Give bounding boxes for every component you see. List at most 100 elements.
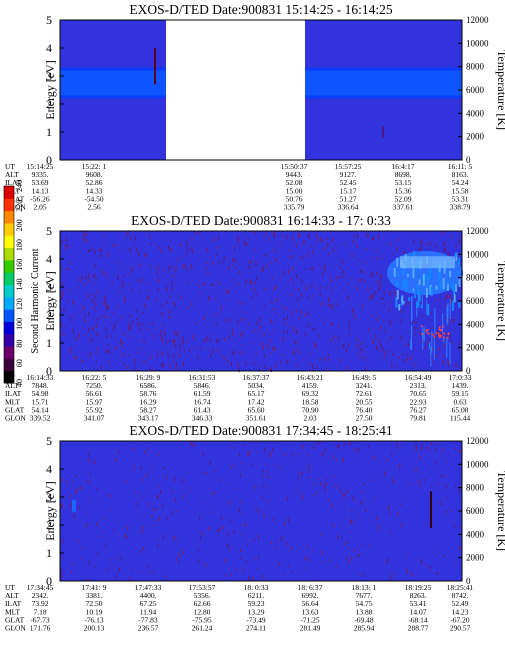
- speckle: [445, 510, 447, 514]
- enhanced-cell: [402, 279, 405, 286]
- speckle: [275, 363, 277, 368]
- speckle: [361, 501, 363, 506]
- speckle: [223, 257, 225, 261]
- speckle: [287, 315, 289, 320]
- speckle: [253, 287, 255, 292]
- speckle: [182, 336, 184, 340]
- speckle: [177, 330, 179, 335]
- speckle: [282, 336, 284, 342]
- speckle: [100, 365, 102, 370]
- enhanced-cell: [396, 257, 399, 267]
- speckle: [128, 354, 130, 357]
- table-cell: 5846.: [194, 381, 211, 390]
- speckle: [379, 275, 381, 280]
- speckle: [214, 470, 216, 473]
- y-tick-label: 4: [46, 41, 52, 55]
- speckle: [155, 242, 157, 244]
- speckle: [381, 296, 383, 300]
- speckle: [423, 316, 425, 318]
- speckle: [108, 360, 110, 364]
- speckle: [143, 254, 145, 258]
- speckle: [83, 231, 85, 234]
- speckle: [201, 502, 203, 504]
- speckle: [70, 503, 72, 508]
- speckle: [370, 288, 372, 291]
- speckle: [336, 534, 338, 540]
- speckle: [125, 365, 127, 369]
- table-cell: 335.79: [284, 203, 305, 212]
- speckle: [311, 365, 313, 370]
- speckle: [337, 246, 339, 248]
- table-cell: 72.61: [356, 389, 373, 398]
- speckle: [96, 488, 98, 491]
- speckle: [117, 261, 119, 264]
- speckle: [239, 300, 241, 305]
- speckle: [251, 296, 253, 299]
- speckle: [111, 564, 113, 567]
- red-dot: [425, 331, 428, 334]
- speckle: [265, 232, 267, 236]
- speckle: [84, 319, 86, 324]
- speckle: [122, 281, 124, 287]
- speckle: [223, 298, 225, 301]
- speckle: [415, 466, 417, 472]
- speckle: [112, 312, 114, 314]
- speckle: [294, 340, 296, 344]
- speckle: [227, 360, 229, 364]
- speckle: [91, 293, 93, 297]
- speckle: [220, 353, 222, 357]
- table-cell: 9443.: [286, 170, 303, 179]
- table-cell: 16:22: 5: [82, 373, 107, 382]
- speckle: [343, 344, 345, 349]
- speckle: [161, 331, 163, 334]
- speckle: [275, 465, 277, 467]
- speckle: [291, 310, 293, 315]
- speckle: [123, 362, 125, 365]
- speckle: [350, 278, 352, 280]
- speckle: [233, 309, 235, 311]
- speckle: [400, 309, 402, 313]
- speckle: [90, 351, 92, 354]
- speckle: [207, 349, 209, 351]
- y-tick-label: 5: [46, 434, 52, 448]
- speckle: [351, 556, 353, 560]
- y2-tick-label: 10000: [466, 459, 489, 469]
- speckle: [186, 472, 188, 474]
- speckle: [324, 484, 326, 488]
- speckle: [262, 575, 264, 579]
- speckle: [165, 285, 167, 289]
- speckle: [126, 535, 128, 539]
- speckle: [430, 565, 432, 570]
- table-cell: 16:11: 5: [448, 162, 473, 171]
- speckle: [151, 466, 153, 469]
- speckle: [88, 249, 90, 252]
- speckle: [293, 326, 295, 332]
- speckle: [87, 577, 89, 581]
- speckle: [373, 496, 375, 499]
- speckle: [235, 265, 237, 269]
- speckle: [77, 539, 79, 543]
- speckle: [142, 547, 144, 551]
- speckle: [415, 314, 417, 317]
- speckle: [146, 502, 148, 506]
- speckle: [339, 490, 341, 492]
- speckle: [247, 279, 249, 281]
- speckle: [282, 318, 284, 321]
- speckle: [262, 475, 264, 477]
- speckle: [257, 509, 259, 514]
- speckle: [129, 250, 131, 253]
- speckle: [62, 290, 64, 296]
- speckle: [370, 272, 372, 277]
- enhanced-streak: [421, 294, 423, 306]
- enhanced-cell: [451, 300, 454, 311]
- colorbar-frame: [3, 185, 15, 384]
- speckle: [331, 503, 333, 508]
- speckle: [65, 244, 67, 250]
- table-cell: 52.08: [286, 178, 303, 187]
- speckle: [214, 492, 216, 494]
- speckle: [62, 282, 64, 286]
- speckle: [378, 524, 380, 529]
- speckle: [191, 444, 193, 447]
- speckle: [354, 548, 356, 553]
- speckle: [440, 501, 442, 506]
